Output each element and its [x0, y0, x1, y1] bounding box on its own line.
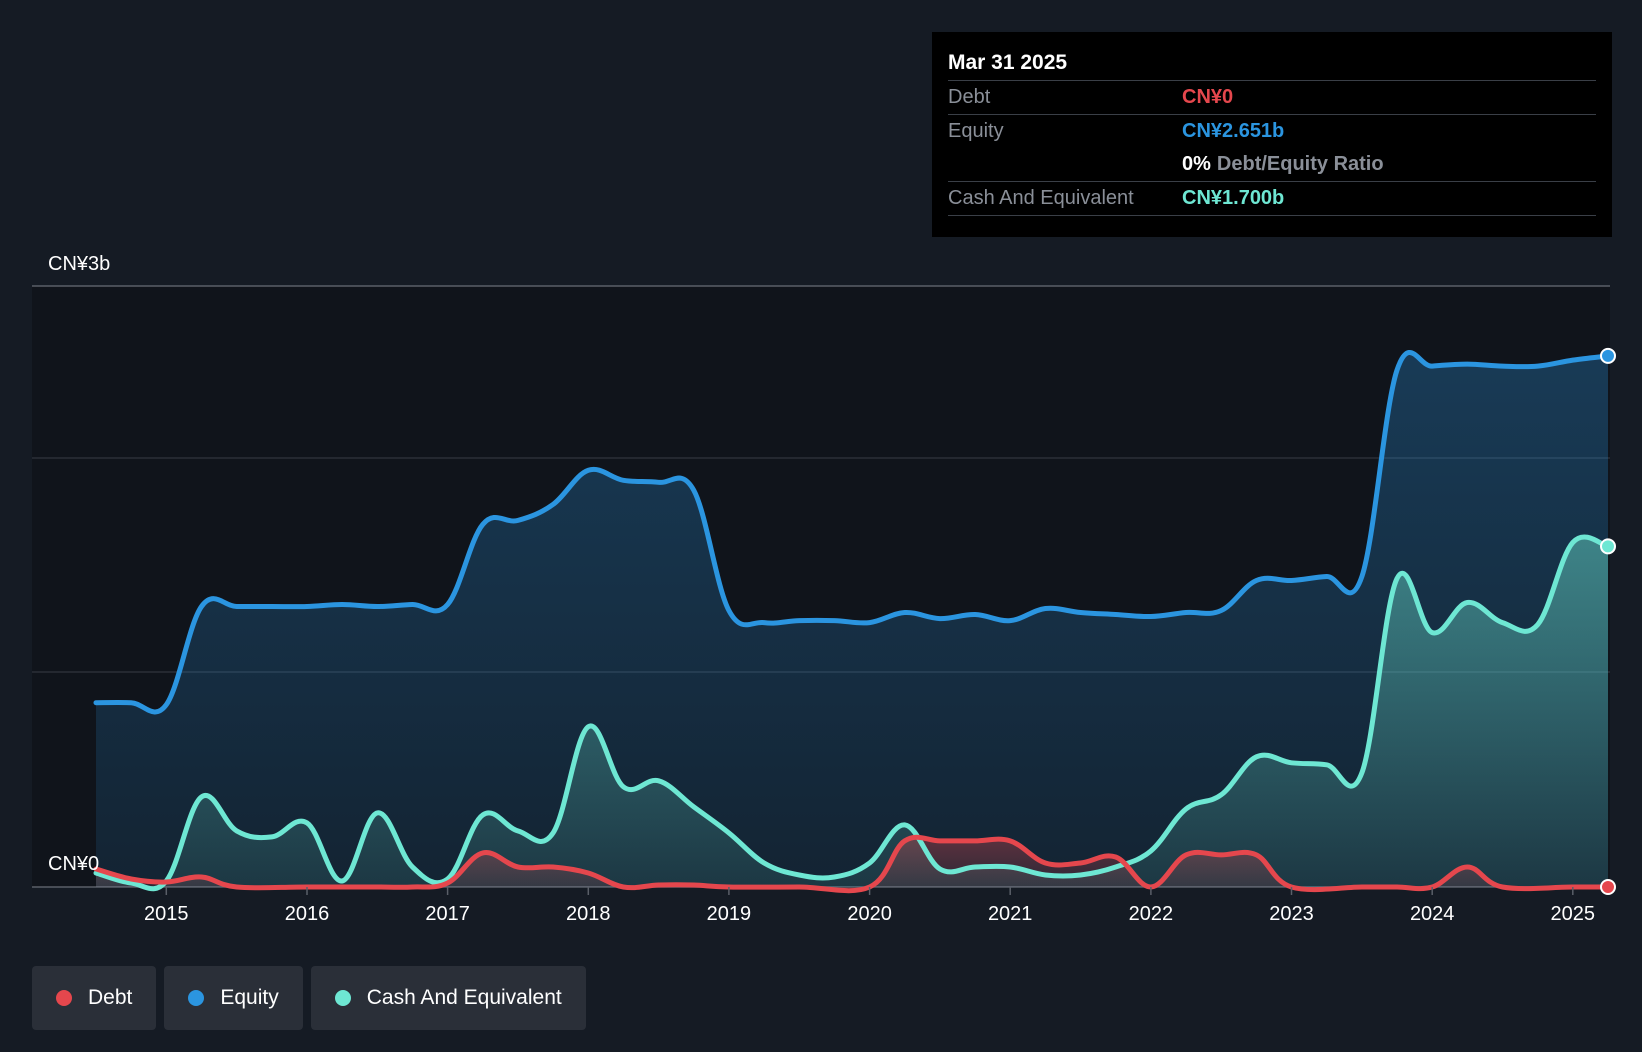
y-axis-bottom-label: CN¥0 [48, 853, 99, 875]
tooltip-cash-row: Cash And Equivalent CN¥1.700b [948, 181, 1596, 216]
tooltip-cash-value: CN¥1.700b [1182, 187, 1285, 209]
legend-dot-cash-icon [334, 990, 351, 1006]
debt-area [96, 837, 1608, 891]
x-axis: 2015 2016 2017 2018 2019 2020 2021 2022 2023 2024… [144, 887, 1595, 925]
series-layer [93, 347, 1616, 895]
tooltip-debt-label: Debt [948, 86, 991, 108]
x-tick-label-2025: 2025 [1551, 903, 1596, 925]
x-tick-label-2019: 2019 [707, 903, 752, 925]
tooltip-equity-row: Equity CN¥2.651b [948, 114, 1596, 148]
legend-label-debt: Debt [88, 986, 133, 1009]
legend-label-cash: Cash And Equivalent [366, 986, 562, 1009]
tooltip-ratio-value: 0% [1182, 153, 1211, 175]
legend-label-equity: Equity [220, 986, 279, 1009]
cash-line [93, 534, 1611, 892]
debt-endpoint-marker[interactable] [1600, 879, 1616, 895]
tooltip-cash-label: Cash And Equivalent [948, 187, 1134, 209]
debt-line [93, 834, 1611, 894]
tooltip-ratio-label: Debt/Equity Ratio [1216, 153, 1384, 175]
equity-endpoint-marker[interactable] [1600, 347, 1616, 364]
chart-legend: Debt Equity Cash And Equivalent [32, 966, 586, 1030]
legend-item-equity[interactable]: Equity [164, 966, 303, 1030]
tooltip-equity-value: CN¥2.651b [1182, 120, 1285, 142]
x-tick-label-2016: 2016 [285, 903, 330, 925]
x-tick-label-2015: 2015 [144, 903, 189, 925]
tooltip-equity-label: Equity [948, 120, 1004, 142]
legend-item-debt[interactable]: Debt [32, 966, 157, 1030]
equity-line [93, 350, 1611, 715]
legend-item-cash[interactable]: Cash And Equivalent [310, 966, 586, 1030]
x-tick-label-2017: 2017 [425, 903, 470, 925]
tooltip-debt-row: Debt CN¥0 [948, 80, 1596, 114]
x-tick-label-2020: 2020 [847, 903, 892, 925]
x-tick-label-2023: 2023 [1269, 903, 1314, 925]
legend-dot-equity-icon [188, 990, 205, 1006]
x-tick-label-2024: 2024 [1410, 903, 1455, 925]
tooltip-debt-value: CN¥0 [1182, 86, 1234, 108]
x-tick-label-2021: 2021 [988, 903, 1033, 925]
equity-area [96, 352, 1608, 887]
tooltip-date: Mar 31 2025 [948, 51, 1068, 74]
tooltip-ratio-row: 0% Debt/Equity Ratio [948, 148, 1596, 181]
x-tick-label-2022: 2022 [1129, 903, 1174, 925]
cash-area [96, 536, 1608, 889]
chart-tooltip: Mar 31 2025 Debt CN¥0 Equity CN¥2.651b 0… [932, 32, 1612, 237]
x-tick-label-2018: 2018 [566, 903, 611, 925]
y-axis-top-label: CN¥3b [48, 253, 110, 275]
cash-endpoint-marker[interactable] [1600, 538, 1616, 555]
legend-dot-debt-icon [56, 990, 72, 1006]
